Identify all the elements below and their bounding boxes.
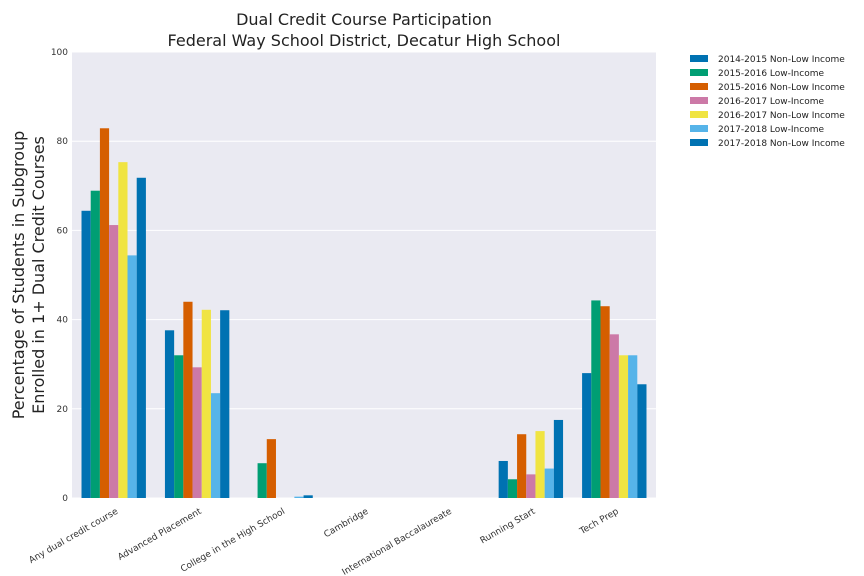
bar-1-3	[99, 128, 110, 498]
plot-area	[72, 51, 656, 499]
bar-2-5	[201, 309, 211, 498]
bar-2-6	[210, 393, 221, 498]
bar-6-4	[526, 474, 536, 498]
legend-swatch	[690, 125, 708, 132]
bar-2-1	[164, 330, 175, 498]
bar-6-5	[535, 431, 545, 498]
legend-swatch	[690, 55, 708, 62]
x-tick-group: Cambridge	[322, 507, 370, 541]
legend-label: 2015-2016 Low-Income	[718, 69, 824, 79]
bar-2-2	[174, 355, 184, 498]
bar-3-2	[257, 463, 267, 498]
bar-6-7	[553, 419, 564, 498]
y-tick-label: 100	[51, 48, 68, 58]
bar-2-4	[192, 367, 202, 498]
legend-label: 2015-2016 Non-Low Income	[718, 83, 845, 93]
bars	[81, 128, 647, 499]
bar-3-6	[294, 496, 304, 498]
bar-6-1	[498, 460, 508, 498]
plot-background	[72, 52, 656, 498]
y-tick-label: 80	[57, 137, 69, 147]
x-tick-group: Any dual credit course	[28, 507, 121, 566]
bar-7-1	[582, 373, 592, 498]
y-axis-ticks: 0 20 40 60 80 100	[51, 48, 68, 504]
bar-7-4	[609, 334, 619, 498]
bar-2-3	[183, 301, 193, 498]
y-axis-label-line1: Percentage of Students in Subgroup	[9, 131, 28, 420]
bar-1-1	[81, 210, 91, 498]
bar-3-3	[266, 439, 276, 498]
x-tick-label: Tech Prep	[577, 507, 620, 538]
x-tick-label: Running Start	[479, 507, 538, 547]
bar-1-4	[109, 225, 119, 499]
legend-label: 2017-2018 Non-Low Income	[718, 139, 845, 149]
legend-swatch	[690, 69, 708, 76]
x-tick-label: Cambridge	[322, 507, 370, 541]
y-axis-label-line2: Enrolled in 1+ Dual Credit Courses	[29, 136, 48, 414]
x-tick-label: Advanced Placement	[116, 507, 203, 563]
bar-3-7	[303, 495, 313, 498]
y-tick-label: 60	[57, 226, 69, 236]
bar-7-7	[637, 384, 647, 498]
chart-title: Dual Credit Course Participation	[236, 10, 492, 29]
bar-1-5	[118, 162, 128, 498]
bar-6-2	[507, 479, 518, 498]
legend-label: 2017-2018 Low-Income	[718, 125, 824, 135]
bar-6-6	[544, 468, 554, 498]
legend-swatch	[690, 111, 708, 118]
x-tick-label: Any dual credit course	[28, 507, 121, 566]
legend-label: 2016-2017 Low-Income	[718, 97, 824, 107]
legend-swatch	[690, 139, 708, 146]
x-tick-group: Advanced Placement	[116, 507, 203, 563]
bar-7-5	[618, 355, 629, 498]
chart-subtitle: Federal Way School District, Decatur Hig…	[168, 31, 561, 50]
bar-1-2	[90, 190, 100, 498]
legend-label: 2014-2015 Non-Low Income	[718, 55, 845, 65]
legend-swatch	[690, 97, 708, 104]
bar-6-3	[517, 434, 527, 498]
x-tick-group: Running Start	[479, 507, 538, 547]
bar-7-3	[600, 306, 610, 498]
bar-2-7	[220, 310, 230, 498]
y-tick-label: 0	[62, 494, 68, 504]
bar-1-6	[127, 255, 137, 498]
x-tick-group: Tech Prep	[577, 507, 620, 538]
bar-7-2	[591, 300, 601, 498]
y-tick-label: 40	[57, 316, 69, 326]
legend: 2014-2015 Non-Low Income 2015-2016 Low-In…	[690, 55, 845, 149]
legend-label: 2016-2017 Non-Low Income	[718, 111, 845, 121]
bar-7-6	[628, 355, 638, 498]
y-tick-label: 20	[57, 405, 69, 415]
bar-1-7	[136, 177, 146, 498]
legend-swatch	[690, 83, 708, 90]
